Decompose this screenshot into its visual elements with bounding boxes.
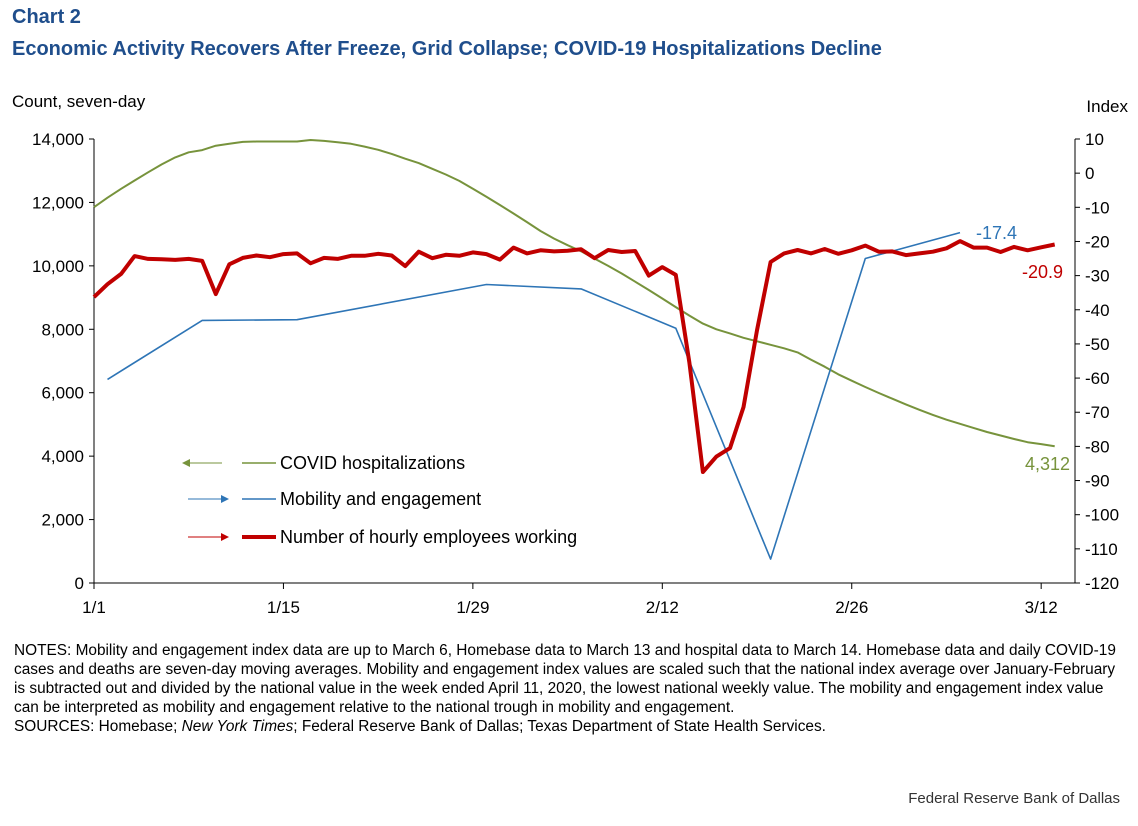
- left-tick-label: 2,000: [41, 511, 84, 530]
- chart-notes: NOTES: Mobility and engagement index dat…: [14, 641, 1124, 736]
- x-tick-label: 1/29: [456, 598, 489, 617]
- right-tick-label: -30: [1085, 267, 1110, 286]
- x-tick-label: 1/1: [82, 598, 106, 617]
- hourly-employees-line: [92, 239, 1056, 474]
- legend-employees-arrow-head: [221, 533, 229, 541]
- right-tick-label: 10: [1085, 130, 1104, 149]
- left-tick-label: 0: [75, 574, 84, 593]
- sources-italic: New York Times: [181, 718, 294, 735]
- right-tick-label: -20: [1085, 232, 1110, 251]
- right-tick-label: 0: [1085, 164, 1094, 183]
- right-axis-unit: Index: [1086, 97, 1128, 116]
- right-tick-label: -100: [1085, 506, 1119, 525]
- sources-label: SOURCES: Homebase;: [14, 718, 182, 735]
- left-tick-label: 8,000: [41, 320, 84, 339]
- left-tick-label: 4,000: [41, 447, 84, 466]
- left-tick-label: 6,000: [41, 384, 84, 403]
- left-tick-label: 14,000: [32, 130, 84, 149]
- left-axis-unit: Count, seven-day: [12, 92, 146, 111]
- employees-end-label: -20.9: [1022, 262, 1063, 282]
- left-tick-label: 10,000: [32, 257, 84, 276]
- right-tick-label: -110: [1085, 540, 1118, 559]
- covid-hospitalizations-line: [93, 139, 1055, 448]
- x-tick-label: 2/26: [835, 598, 868, 617]
- x-tick-label: 1/15: [267, 598, 300, 617]
- right-tick-label: -10: [1085, 198, 1110, 217]
- chart-title: Economic Activity Recovers After Freeze,…: [12, 38, 882, 60]
- credit-line: Federal Reserve Bank of Dallas: [908, 790, 1120, 807]
- x-tick-label: 3/12: [1025, 598, 1058, 617]
- mobility-end-label: -17.4: [976, 223, 1017, 243]
- line-chart: 0 2,000 4,000 6,000 8,000 10,000 12,000 14,000 -…: [32, 130, 1119, 617]
- legend-mobility-arrow-head: [221, 495, 229, 503]
- right-tick-label: -90: [1085, 472, 1110, 491]
- sources-rest: ; Federal Reserve Bank of Dallas; Texas …: [293, 718, 826, 735]
- notes-text: NOTES: Mobility and engagement index dat…: [14, 642, 1116, 716]
- covid-end-label: 4,312: [1025, 454, 1070, 474]
- legend-covid-arrow-head: [182, 459, 190, 467]
- right-tick-label: -50: [1085, 335, 1110, 354]
- right-tick-label: -70: [1085, 403, 1110, 422]
- left-tick-label: 12,000: [32, 193, 84, 212]
- legend-mobility-label: Mobility and engagement: [280, 489, 481, 509]
- legend-employees-label: Number of hourly employees working: [280, 527, 577, 547]
- sources-text: SOURCES: Homebase; New York Times; Feder…: [14, 717, 1124, 736]
- right-tick-label: -40: [1085, 301, 1110, 320]
- legend-covid-label: COVID hospitalizations: [280, 453, 465, 473]
- right-tick-label: -60: [1085, 369, 1110, 388]
- chart-label: Chart 2: [12, 6, 81, 28]
- x-tick-label: 2/12: [646, 598, 679, 617]
- right-tick-label: -120: [1085, 574, 1119, 593]
- mobility-engagement-line: [107, 231, 961, 560]
- right-tick-label: -80: [1085, 437, 1110, 456]
